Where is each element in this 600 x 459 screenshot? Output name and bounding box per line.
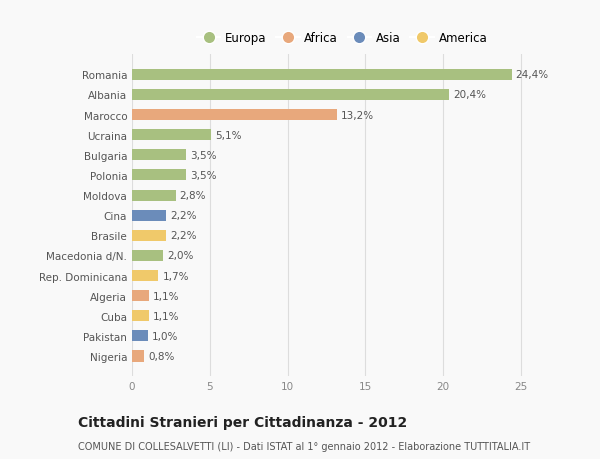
- Bar: [132, 330, 148, 341]
- Text: 20,4%: 20,4%: [453, 90, 486, 100]
- Bar: [132, 150, 187, 161]
- Bar: [132, 130, 211, 141]
- Text: 2,0%: 2,0%: [167, 251, 193, 261]
- Text: COMUNE DI COLLESALVETTI (LI) - Dati ISTAT al 1° gennaio 2012 - Elaborazione TUTT: COMUNE DI COLLESALVETTI (LI) - Dati ISTA…: [78, 441, 530, 451]
- Text: 2,2%: 2,2%: [170, 231, 197, 241]
- Bar: [132, 230, 166, 241]
- Text: 5,1%: 5,1%: [215, 130, 242, 140]
- Bar: [132, 291, 149, 302]
- Text: 24,4%: 24,4%: [515, 70, 548, 80]
- Text: 1,1%: 1,1%: [153, 311, 179, 321]
- Legend: Europa, Africa, Asia, America: Europa, Africa, Asia, America: [193, 29, 491, 49]
- Text: 2,2%: 2,2%: [170, 211, 197, 221]
- Bar: [132, 90, 449, 101]
- Text: 1,1%: 1,1%: [153, 291, 179, 301]
- Text: 2,8%: 2,8%: [179, 190, 206, 201]
- Text: 3,5%: 3,5%: [190, 151, 217, 161]
- Text: Cittadini Stranieri per Cittadinanza - 2012: Cittadini Stranieri per Cittadinanza - 2…: [78, 415, 407, 429]
- Bar: [132, 170, 187, 181]
- Text: 1,0%: 1,0%: [151, 331, 178, 341]
- Text: 1,7%: 1,7%: [163, 271, 189, 281]
- Bar: [132, 250, 163, 262]
- Bar: [132, 190, 176, 201]
- Bar: [132, 110, 337, 121]
- Bar: [132, 311, 149, 322]
- Text: 3,5%: 3,5%: [190, 171, 217, 180]
- Bar: [132, 351, 145, 362]
- Bar: [132, 270, 158, 281]
- Bar: [132, 70, 512, 81]
- Text: 13,2%: 13,2%: [341, 110, 374, 120]
- Bar: [132, 210, 166, 221]
- Text: 0,8%: 0,8%: [148, 351, 175, 361]
